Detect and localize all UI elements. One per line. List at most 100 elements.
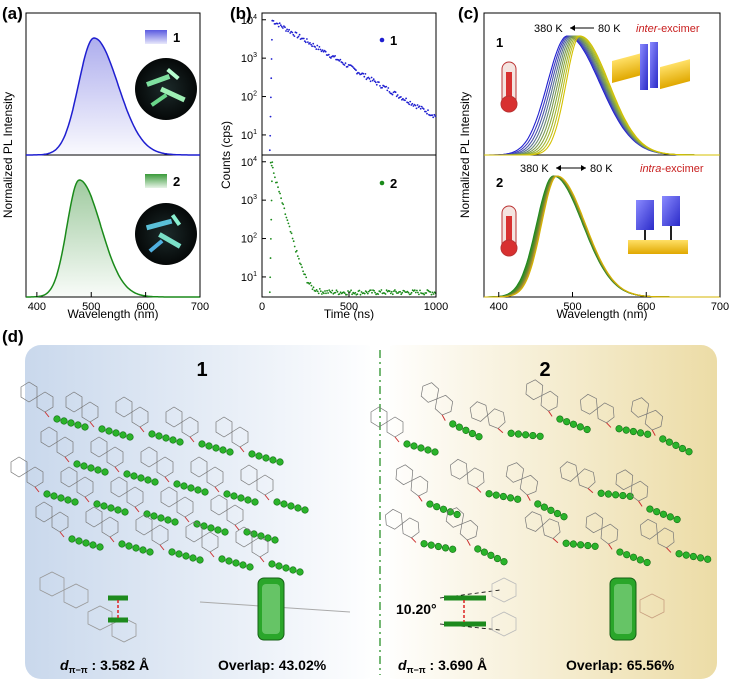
x-tick-label-a: 400 (28, 301, 46, 313)
x-tick-label-a: 500 (82, 301, 100, 313)
data-point (400, 293, 403, 296)
data-point (402, 97, 404, 100)
molecule (420, 382, 483, 441)
data-point (425, 110, 427, 113)
overlap-value-2: Overlap: 65.56% (566, 657, 675, 673)
data-point (271, 38, 273, 41)
x-ticks-a: 400 500 600 700 (28, 292, 209, 313)
y-tick-label-b: 101 (241, 129, 257, 142)
data-point (334, 291, 337, 294)
data-point (269, 257, 272, 259)
packing-box-1 (25, 345, 380, 679)
data-point (279, 192, 281, 195)
data-point (420, 105, 423, 108)
data-point (293, 35, 296, 37)
data-point (385, 289, 388, 292)
y-tick-label-b: 101 (241, 271, 257, 284)
x-tick-label-b: 0 (259, 301, 265, 313)
decay-points-1 (268, 19, 437, 152)
molecule (110, 476, 179, 526)
data-point (304, 273, 307, 276)
data-point (400, 96, 402, 98)
stack-angle: 10.20° (396, 601, 437, 617)
molecule (235, 526, 304, 576)
data-point (343, 64, 346, 66)
data-point (278, 190, 280, 193)
data-point (343, 292, 346, 294)
data-point (346, 65, 349, 68)
x-axis-label-c: Wavelength (nm) (557, 307, 648, 321)
molecular-packing-2 (370, 379, 712, 567)
data-point (289, 32, 292, 34)
data-point (410, 104, 413, 106)
data-point (284, 213, 287, 216)
data-point (325, 292, 327, 295)
data-point (285, 216, 288, 219)
data-point (279, 24, 282, 27)
data-point (310, 284, 313, 287)
data-point (367, 290, 370, 293)
molecule (445, 507, 508, 566)
data-point (375, 83, 378, 86)
data-point (276, 22, 279, 25)
legend-swatch-2 (145, 174, 167, 188)
data-point (296, 255, 299, 257)
temperature-curve (484, 35, 720, 156)
legend-label-1: 1 (173, 30, 180, 45)
data-point (409, 293, 412, 295)
data-point (326, 289, 328, 292)
data-point (394, 289, 396, 291)
data-point (419, 107, 422, 110)
temperature-curve (484, 35, 720, 156)
data-point (318, 288, 321, 290)
data-point (270, 77, 273, 80)
data-point (282, 203, 285, 206)
temperature-curve (484, 175, 720, 298)
chart-b: 0 500 1000 101 102 103 104 101 102 103 104 Time (n… (219, 12, 448, 321)
data-point (272, 172, 275, 175)
temperature-curve (484, 35, 720, 156)
data-point (381, 86, 383, 89)
data-point (390, 290, 393, 293)
data-point (411, 102, 414, 105)
spectrum-fill-2 (26, 180, 200, 297)
y-tick-label-b: 104 (241, 14, 257, 27)
sample-label-c2: 2 (496, 175, 503, 190)
data-point (303, 40, 306, 42)
molecule (190, 456, 259, 506)
data-point (413, 289, 416, 292)
data-point (391, 293, 394, 296)
pi-distance-2: dπ−π : 3.690 Å (398, 657, 487, 675)
data-point (315, 48, 318, 50)
y-tick-label-b: 103 (241, 52, 257, 65)
data-point (300, 263, 302, 266)
data-point (416, 104, 419, 106)
molecule (90, 436, 159, 486)
molecule (385, 508, 457, 553)
data-point (358, 72, 360, 74)
data-point (433, 113, 436, 116)
data-point (276, 181, 278, 184)
data-point (414, 104, 417, 107)
sample-label-c1: 1 (496, 35, 503, 50)
temperature-curve (484, 175, 720, 298)
data-point (425, 292, 428, 294)
temperature-curve (484, 35, 720, 156)
data-point (323, 292, 325, 295)
crystal-photo-2 (135, 203, 197, 265)
molecule (60, 466, 129, 516)
molecule (469, 401, 544, 440)
temperature-curve (484, 35, 720, 156)
data-point (291, 31, 294, 34)
data-point (430, 293, 433, 296)
data-point (431, 114, 434, 117)
data-point (414, 291, 417, 294)
data-point (347, 290, 349, 292)
data-point (393, 290, 395, 293)
y-axis-label-b: Counts (cps) (219, 121, 233, 189)
molecule (580, 393, 652, 438)
crystal-photo-1 (135, 58, 197, 120)
data-point (269, 237, 272, 240)
spectrum-fill-1 (26, 38, 200, 155)
